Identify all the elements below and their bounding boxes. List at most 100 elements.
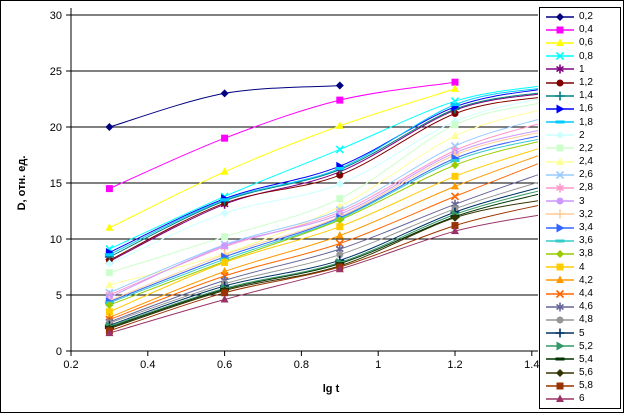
legend-item: 0,6: [546, 36, 620, 49]
y-tick-label: 30: [50, 10, 62, 22]
legend-item: 3,6: [546, 234, 620, 247]
legend-label: 3,8: [579, 248, 593, 260]
legend-marker-triangle-right-icon: [546, 341, 574, 351]
series-2,2: [105, 103, 538, 277]
legend-label: 1,4: [579, 90, 593, 102]
y-tick-label: 10: [50, 234, 62, 246]
legend-label: 5,2: [579, 340, 593, 352]
legend-marker-asterisk-icon: [546, 302, 574, 312]
legend-item: 3: [546, 195, 620, 208]
legend-marker-circle-icon: [546, 316, 574, 324]
legend-item: 1,8: [546, 116, 620, 129]
legend-marker-square-icon: [546, 382, 574, 390]
legend-label: 0,6: [579, 37, 593, 49]
series-1,2: [105, 97, 538, 264]
legend-label: 2: [579, 129, 585, 141]
legend-marker-x-icon: [546, 52, 574, 61]
legend-label: 4: [579, 261, 585, 273]
series-4,8: [105, 181, 538, 327]
series-0,4: [105, 78, 459, 193]
legend-label: 5,6: [579, 367, 593, 379]
legend-item: 4: [546, 261, 620, 274]
series-2: [105, 98, 538, 268]
legend-label: 2,2: [579, 142, 593, 154]
series-5,4: [104, 193, 538, 329]
legend-marker-dash-icon: [546, 357, 574, 361]
legend-label: 5,4: [579, 353, 593, 365]
legend-marker-circle-icon: [546, 79, 574, 87]
legend-marker-triangle-icon: [546, 157, 574, 165]
legend-label: 4,4: [579, 287, 593, 299]
legend-marker-square-icon: [546, 263, 574, 271]
legend: 0,2 0,4 0,6 0,8 1 1,2 1,4 1,6 1,8 2 2,2 2,4 2,6 2,8 3 3…: [539, 7, 621, 409]
y-tick-label: 15: [50, 178, 62, 190]
legend-marker-asterisk-icon: [546, 64, 574, 74]
legend-label: 0,8: [579, 50, 593, 62]
legend-item: 5,4: [546, 353, 620, 366]
y-axis-title: D, отн. ед.: [16, 155, 28, 211]
legend-marker-x-icon: [546, 289, 574, 298]
legend-label: 5,8: [579, 380, 593, 392]
y-tick-label: 0: [56, 346, 62, 358]
y-tick-label: 5: [56, 290, 62, 302]
legend-marker-triangle-right-icon: [546, 223, 574, 233]
legend-label: 0,2: [579, 11, 593, 22]
legend-item: 2,6: [546, 168, 620, 181]
x-axis-title: lg t: [322, 383, 340, 395]
series-2,4: [105, 110, 538, 288]
legend-item: 5,6: [546, 366, 620, 379]
series-line: [109, 135, 538, 303]
legend-marker-square-icon: [546, 144, 574, 152]
legend-marker-asterisk-icon: [546, 183, 574, 193]
legend-item: 5: [546, 327, 620, 340]
legend-item: 2: [546, 129, 620, 142]
legend-label: 5: [579, 327, 585, 339]
series-line: [109, 148, 538, 313]
legend-label: 1: [579, 63, 585, 75]
legend-item: 1,6: [546, 102, 620, 115]
legend-item: 5,2: [546, 340, 620, 353]
legend-label: 3,6: [579, 235, 593, 247]
legend-marker-triangle-icon: [546, 394, 574, 403]
legend-label: 4,2: [579, 274, 593, 286]
legend-marker-dash-icon: [546, 120, 574, 124]
x-tick-label: 1.4: [524, 359, 539, 371]
legend-item: 4,4: [546, 287, 620, 300]
legend-item: 0,8: [546, 50, 620, 63]
legend-item: 4,2: [546, 274, 620, 287]
legend-label: 3,4: [579, 222, 593, 233]
series-line: [109, 97, 538, 261]
legend-marker-plus-icon: [546, 209, 574, 219]
legend-label: 4,8: [579, 314, 593, 326]
legend-marker-triangle-icon: [546, 275, 574, 284]
legend-label: 2,4: [579, 156, 593, 168]
legend-item: 0,4: [546, 23, 620, 36]
x-tick-label: 0.4: [140, 359, 155, 371]
legend-label: 3,2: [579, 208, 593, 220]
legend-label: 2,8: [579, 182, 593, 194]
legend-marker-plus-icon: [546, 328, 574, 338]
legend-item: 1: [546, 63, 620, 76]
series-line: [109, 155, 538, 318]
legend-label: 0,4: [579, 24, 593, 36]
y-tick-label: 25: [50, 66, 62, 78]
legend-label: 3: [579, 195, 585, 207]
x-tick-label: 0.8: [294, 359, 309, 371]
legend-label: 1,2: [579, 76, 593, 88]
legend-marker-square-icon: [546, 26, 574, 34]
legend-marker-diamond-icon: [546, 131, 574, 140]
series-0,2: [105, 81, 344, 131]
legend-item: 1,2: [546, 76, 620, 89]
legend-marker-triangle-icon: [546, 38, 574, 46]
legend-label: 4,6: [579, 301, 593, 313]
legend-item: 4,6: [546, 300, 620, 313]
x-tick-label: 0.6: [217, 359, 232, 371]
legend-item: 4,8: [546, 313, 620, 326]
series-1,8: [104, 88, 538, 257]
series-6: [105, 214, 538, 337]
x-tick-label: 1.2: [447, 359, 462, 371]
legend-marker-diamond-icon: [546, 12, 574, 21]
series-line: [109, 123, 538, 296]
